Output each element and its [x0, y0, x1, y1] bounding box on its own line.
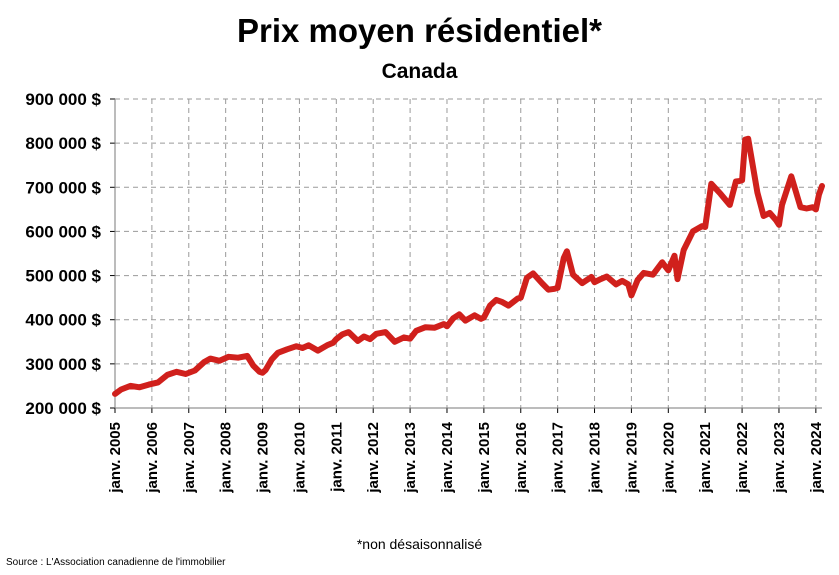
y-tick-label: 500 000 $: [25, 267, 101, 286]
x-tick-label: janv. 2015: [476, 422, 493, 494]
x-tick-label: janv. 2012: [365, 422, 382, 494]
y-tick-label: 200 000 $: [25, 399, 101, 418]
chart-subtitle: Canada: [381, 60, 458, 83]
x-tick-label: janv. 2016: [513, 422, 530, 494]
x-tick-label: janv. 2013: [402, 422, 419, 494]
series-layer: [112, 135, 825, 397]
x-tick-label: janv. 2017: [550, 422, 567, 494]
y-tick-label: 800 000 $: [25, 134, 101, 153]
y-tick-label: 600 000 $: [25, 222, 101, 241]
x-axis-ticks: janv. 2005 janv. 2006 janv. 2007 janv. 2008…: [107, 421, 825, 493]
x-tick-label: janv. 2018: [587, 422, 604, 494]
chart-title: Prix moyen résidentiel*: [237, 12, 602, 49]
x-tick-label: janv. 2010: [291, 422, 308, 494]
source-note: Source : L'Association canadienne de l'i…: [6, 557, 226, 568]
x-tick-label: janv. 2005: [107, 422, 124, 494]
price-series-line: [112, 135, 825, 397]
x-tick-label: janv. 2022: [734, 422, 751, 494]
x-tick-label: janv. 2009: [255, 422, 272, 494]
y-axis-ticks: 200 000 $ 300 000 $ 400 000 $ 500 000 $ 600 …: [25, 90, 101, 418]
x-tick-label: janv. 2023: [771, 422, 788, 494]
x-tick-label: janv. 2011: [328, 422, 345, 493]
y-tick-label: 700 000 $: [25, 178, 101, 197]
x-tick-label: janv. 2008: [218, 422, 235, 494]
x-tick-label: janv. 2014: [439, 421, 456, 493]
y-tick-label: 300 000 $: [25, 355, 101, 374]
x-tick-label: janv. 2007: [181, 422, 198, 494]
x-tick-label: janv. 2021: [697, 422, 714, 494]
x-tick-label: janv. 2024: [808, 421, 825, 493]
footnote: *non désaisonnalisé: [356, 536, 483, 552]
x-tick-label: janv. 2006: [144, 422, 161, 494]
x-tick-label: janv. 2020: [660, 422, 677, 494]
axes: [110, 98, 822, 413]
y-tick-label: 900 000 $: [25, 90, 101, 109]
x-tick-label: janv. 2019: [623, 422, 640, 494]
y-tick-label: 400 000 $: [25, 311, 101, 330]
